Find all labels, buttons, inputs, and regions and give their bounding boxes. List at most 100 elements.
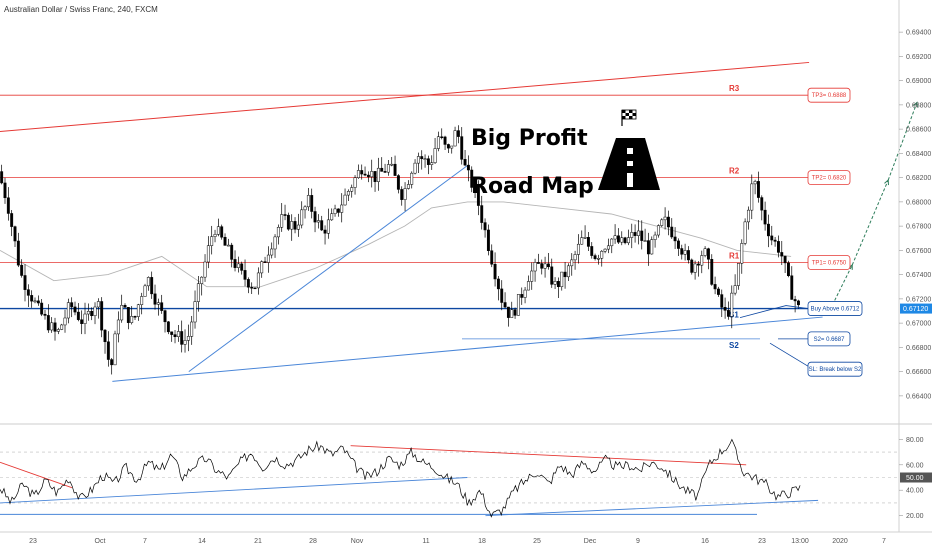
- candle-body: [770, 235, 774, 241]
- annotation-label: TP2= 0.6820: [812, 176, 847, 182]
- candle-body: [80, 319, 84, 324]
- candle-body: [150, 277, 154, 295]
- rsi-trendline: [0, 477, 468, 504]
- y-tick-label: 0.69200: [906, 54, 931, 61]
- candle-body: [756, 181, 760, 198]
- candle-body: [106, 341, 110, 360]
- candle-body: [173, 334, 177, 338]
- rsi-trendline: [485, 499, 819, 517]
- x-tick-label: 23: [758, 538, 766, 545]
- candle-body: [480, 205, 484, 223]
- annotation-box-layer: TP3= 0.6888 TP2= 0.6820 TP1= 0.6750 Buy Abo…: [739, 87, 863, 377]
- candle-body: [443, 136, 447, 145]
- candle-body: [646, 240, 650, 255]
- candle-body: [323, 229, 327, 234]
- candle-body: [166, 321, 170, 333]
- candle-body: [303, 206, 307, 211]
- candle-body: [463, 159, 467, 166]
- y-tick-label: 0.69400: [906, 30, 931, 37]
- candle-body: [630, 232, 634, 238]
- candle-body: [6, 197, 10, 214]
- candle-body: [683, 250, 687, 255]
- candle-body: [376, 167, 380, 182]
- candle-body: [23, 275, 27, 290]
- candle-body: [743, 221, 747, 244]
- candle-body: [640, 230, 644, 241]
- candle-body: [240, 263, 244, 271]
- symbol-title: Australian Dollar / Swiss Franc, 240, FX…: [4, 5, 158, 14]
- checkered-flag-icon: [621, 109, 637, 126]
- price-y-axis: 0.69400 0.69200 0.69000 0.68800 0.68600 0.684…: [899, 30, 932, 400]
- candle-body: [573, 254, 577, 261]
- candle-body: [93, 306, 97, 317]
- candle-body: [466, 164, 470, 171]
- y-tick-label: 0.68600: [906, 127, 931, 134]
- candle-body: [766, 223, 770, 237]
- candle-body: [10, 213, 14, 227]
- candle-body: [290, 221, 294, 230]
- candle-body: [416, 156, 420, 164]
- candle-body: [796, 300, 800, 306]
- rsi-line-layer: [0, 438, 801, 518]
- level-label-s1: S1: [729, 311, 739, 320]
- candle-body: [33, 300, 37, 303]
- candle-body: [530, 270, 534, 282]
- candle-body: [123, 305, 127, 308]
- annotation-box: [807, 170, 851, 186]
- candle-body: [780, 252, 784, 257]
- y-tick-label: 0.69000: [906, 78, 931, 85]
- rsi-tick-label: 60.00: [906, 462, 924, 469]
- candle-body: [36, 300, 40, 304]
- candle-body: [543, 263, 547, 269]
- x-tick-label: 18: [478, 538, 486, 545]
- candle-body: [526, 281, 530, 291]
- level-label-s2: S2: [729, 341, 739, 350]
- candle-body: [536, 262, 540, 264]
- candle-body: [726, 310, 730, 317]
- headline-line1: Big Profit: [471, 126, 588, 151]
- candle-body: [673, 236, 677, 242]
- rsi-y-axis: 80.00 60.00 50.00 40.00 20.00: [899, 437, 932, 520]
- candle-body: [720, 294, 724, 308]
- candle-body: [603, 248, 607, 252]
- annotation-box: [807, 87, 851, 103]
- candle-body: [76, 311, 80, 320]
- annotation-connector: [769, 342, 809, 367]
- y-tick-label: 0.67600: [906, 248, 931, 255]
- candle-body: [790, 275, 794, 300]
- candle-body: [633, 232, 637, 236]
- rsi-trendline: [350, 445, 747, 466]
- candle-body: [606, 245, 610, 250]
- candle-body: [370, 171, 374, 178]
- candle-body: [453, 130, 457, 147]
- rsi-tick-label: 40.00: [906, 488, 924, 495]
- candle-body: [553, 281, 557, 285]
- candle-body: [220, 226, 224, 238]
- candle-body: [160, 302, 164, 311]
- candle-body: [693, 263, 697, 273]
- candle-body: [83, 313, 87, 324]
- candle-body: [100, 301, 104, 331]
- candle-body: [560, 271, 564, 288]
- candle-body: [613, 235, 617, 240]
- projection-arrowhead: [913, 101, 918, 108]
- current-price-label: 0.67120: [903, 306, 928, 313]
- candle-body: [30, 295, 34, 302]
- candle-body: [380, 167, 384, 172]
- candle-body: [546, 263, 550, 268]
- x-tick-label: 2020: [832, 538, 848, 545]
- y-tick-label: 0.67400: [906, 272, 931, 279]
- candle-body: [730, 292, 734, 317]
- candle-body: [626, 237, 630, 244]
- candle-body: [53, 322, 57, 332]
- candle-body: [620, 237, 624, 243]
- candle-body: [213, 234, 217, 237]
- candle-body: [110, 359, 114, 366]
- candle-body: [276, 227, 280, 238]
- candle-body: [426, 158, 430, 165]
- y-tick-label: 0.68800: [906, 102, 931, 109]
- candle-body: [203, 261, 207, 278]
- trendline-layer: [0, 61, 823, 382]
- road-icon: [598, 138, 660, 190]
- candle-body: [343, 194, 347, 206]
